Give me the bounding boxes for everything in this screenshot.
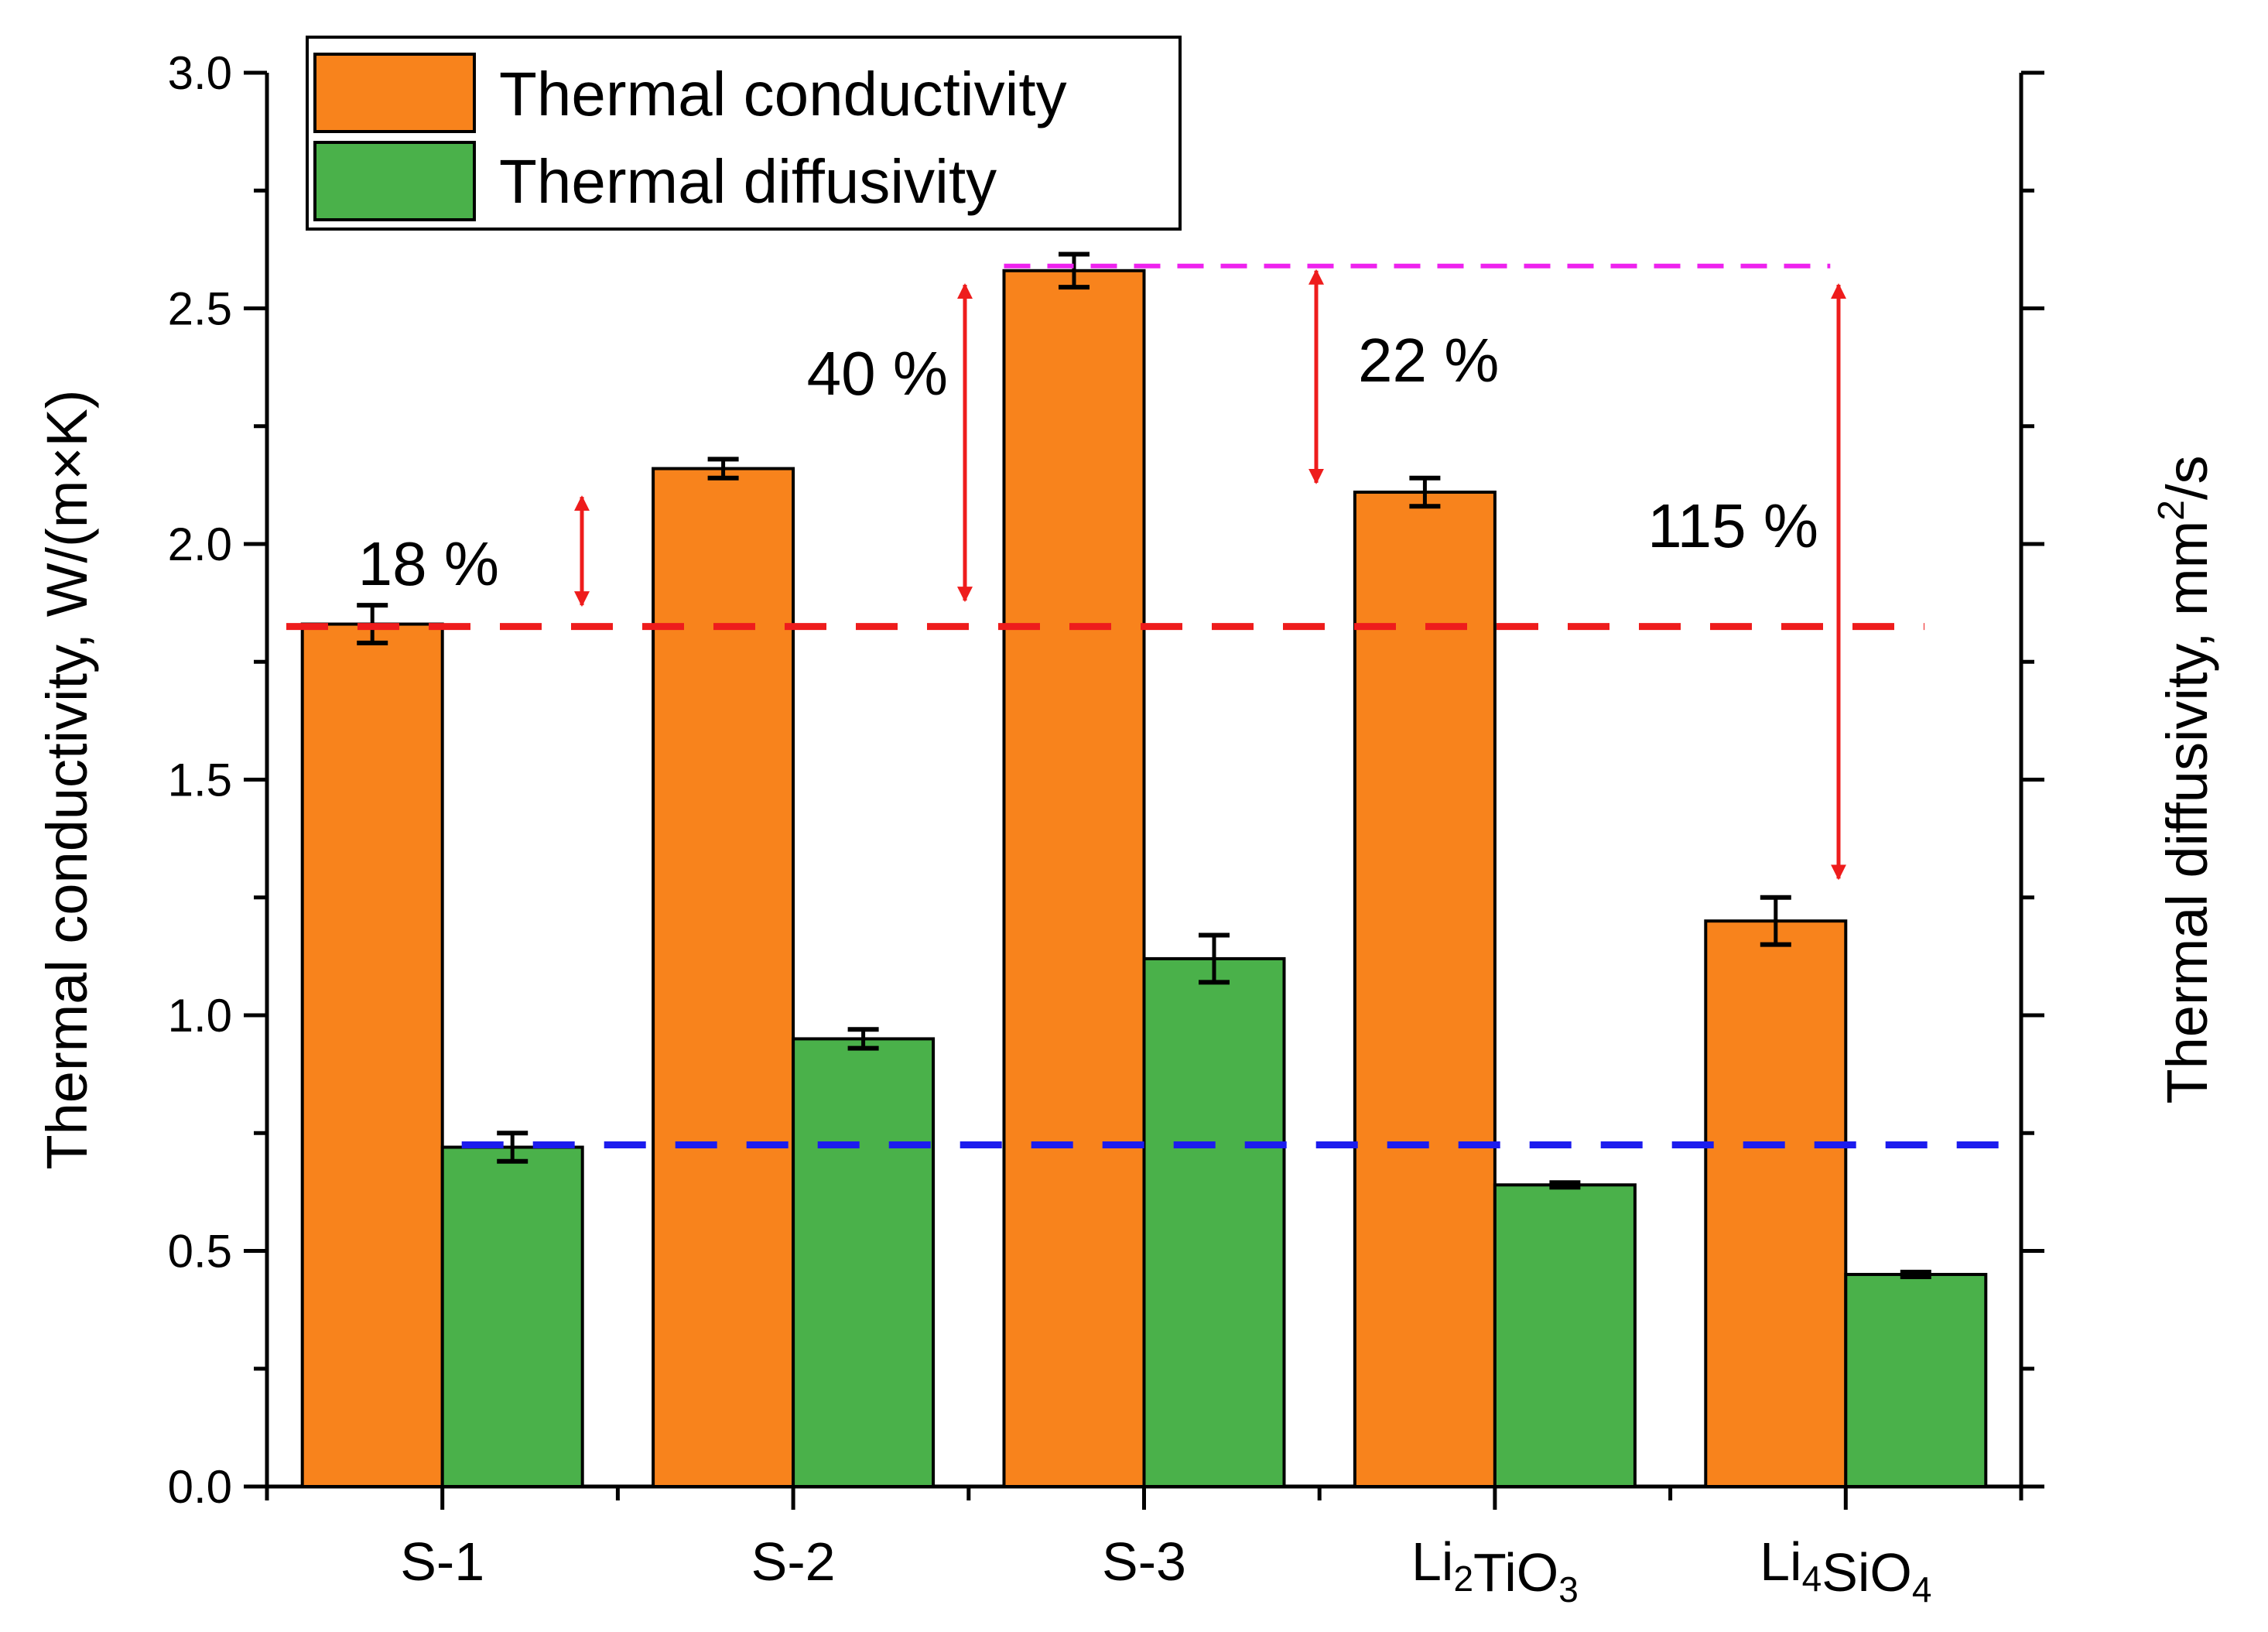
x-tick-label-li2tio3: Li2TiO3 xyxy=(1411,1531,1579,1610)
annotation-label-2: 40 % xyxy=(807,339,948,408)
x-tick-label-s-1: S-1 xyxy=(400,1531,484,1592)
annotations-layer: 18 % 40 % 22 % 115 % xyxy=(358,269,1846,881)
label-part: Li xyxy=(1760,1531,1801,1592)
label-part: Li xyxy=(1411,1531,1453,1592)
error-bar-diffusivity-s-1 xyxy=(497,1131,529,1164)
subscript: 3 xyxy=(1558,1569,1579,1610)
legend-swatch-conductivity xyxy=(313,53,476,133)
error-bar-diffusivity-s-3 xyxy=(1199,932,1230,985)
bar-conductivity-s-3 xyxy=(1002,269,1146,1488)
y-tick-label: 2.5 xyxy=(168,283,232,335)
bar-diffusivity-li4sio4 xyxy=(1844,1272,1988,1488)
bar-diffusivity-s-2 xyxy=(792,1037,936,1488)
y-tick-label: 2.0 xyxy=(168,518,232,570)
bars-layer xyxy=(300,251,1988,1489)
error-bar-diffusivity-s-2 xyxy=(847,1027,879,1051)
error-bar-conductivity-s-2 xyxy=(707,457,739,481)
label-part: S-1 xyxy=(400,1531,484,1592)
y-tick-label: 3.0 xyxy=(168,47,232,99)
reference-lines-layer xyxy=(286,263,2017,1148)
y-tick-label: 0.5 xyxy=(168,1226,232,1278)
y-tick-label: 1.5 xyxy=(168,754,232,806)
y-axis-title: Thermal conductivity, W/(m×K) xyxy=(35,389,99,1169)
annotation-label-1: 18 % xyxy=(358,529,499,598)
label-part: S-2 xyxy=(751,1531,836,1592)
label-part: SiO xyxy=(1822,1542,1912,1603)
legend-label-conductivity: Thermal conductivity xyxy=(499,60,1067,128)
y-tick-label: 1.0 xyxy=(168,990,232,1042)
error-bar-conductivity-s-3 xyxy=(1059,251,1090,290)
legend: Thermal conductivity Thermal diffusivity xyxy=(306,36,1182,231)
label-part: S-3 xyxy=(1102,1531,1186,1592)
bar-conductivity-s-1 xyxy=(300,622,444,1488)
legend-swatch-diffusivity xyxy=(313,141,476,221)
y-tick-label: 0.0 xyxy=(168,1461,232,1513)
error-bar-conductivity-li4sio4 xyxy=(1760,895,1791,947)
error-bar-diffusivity-li2tio3 xyxy=(1549,1180,1581,1190)
subscript: 4 xyxy=(1802,1558,1822,1599)
y2-title-sup: 2 xyxy=(2151,500,2192,521)
bar-diffusivity-s-1 xyxy=(440,1145,584,1489)
y2-axis-title: Thermal diffusivity, mm2/s xyxy=(2151,455,2219,1103)
error-bar-conductivity-li2tio3 xyxy=(1409,475,1441,509)
label-part: TiO xyxy=(1473,1542,1558,1603)
y2-title-suffix: /s xyxy=(2155,455,2219,500)
x-tick-label-li4sio4: Li4SiO4 xyxy=(1760,1531,1931,1610)
x-tick-label-s-3: S-3 xyxy=(1102,1531,1186,1592)
y2-title-main: Thermal diffusivity, mm xyxy=(2155,521,2219,1104)
x-tick-label-s-2: S-2 xyxy=(751,1531,836,1592)
legend-label-diffusivity: Thermal diffusivity xyxy=(499,147,997,216)
bar-diffusivity-s-3 xyxy=(1142,956,1286,1489)
bar-diffusivity-li2tio3 xyxy=(1493,1183,1637,1488)
labels-layer: 0.00.51.01.52.02.53.0S-1 S-2 S-3 Li2TiO3 Li4… xyxy=(35,47,2219,1610)
annotation-label-4: 115 % xyxy=(1647,491,1818,560)
bar-conductivity-li2tio3 xyxy=(1353,491,1497,1488)
error-bar-diffusivity-li4sio4 xyxy=(1900,1269,1931,1279)
bar-conductivity-s-2 xyxy=(652,467,795,1488)
subscript: 2 xyxy=(1453,1558,1473,1599)
bar-conductivity-li4sio4 xyxy=(1704,919,1848,1488)
annotation-label-3: 22 % xyxy=(1358,326,1499,395)
subscript: 4 xyxy=(1912,1569,1932,1610)
